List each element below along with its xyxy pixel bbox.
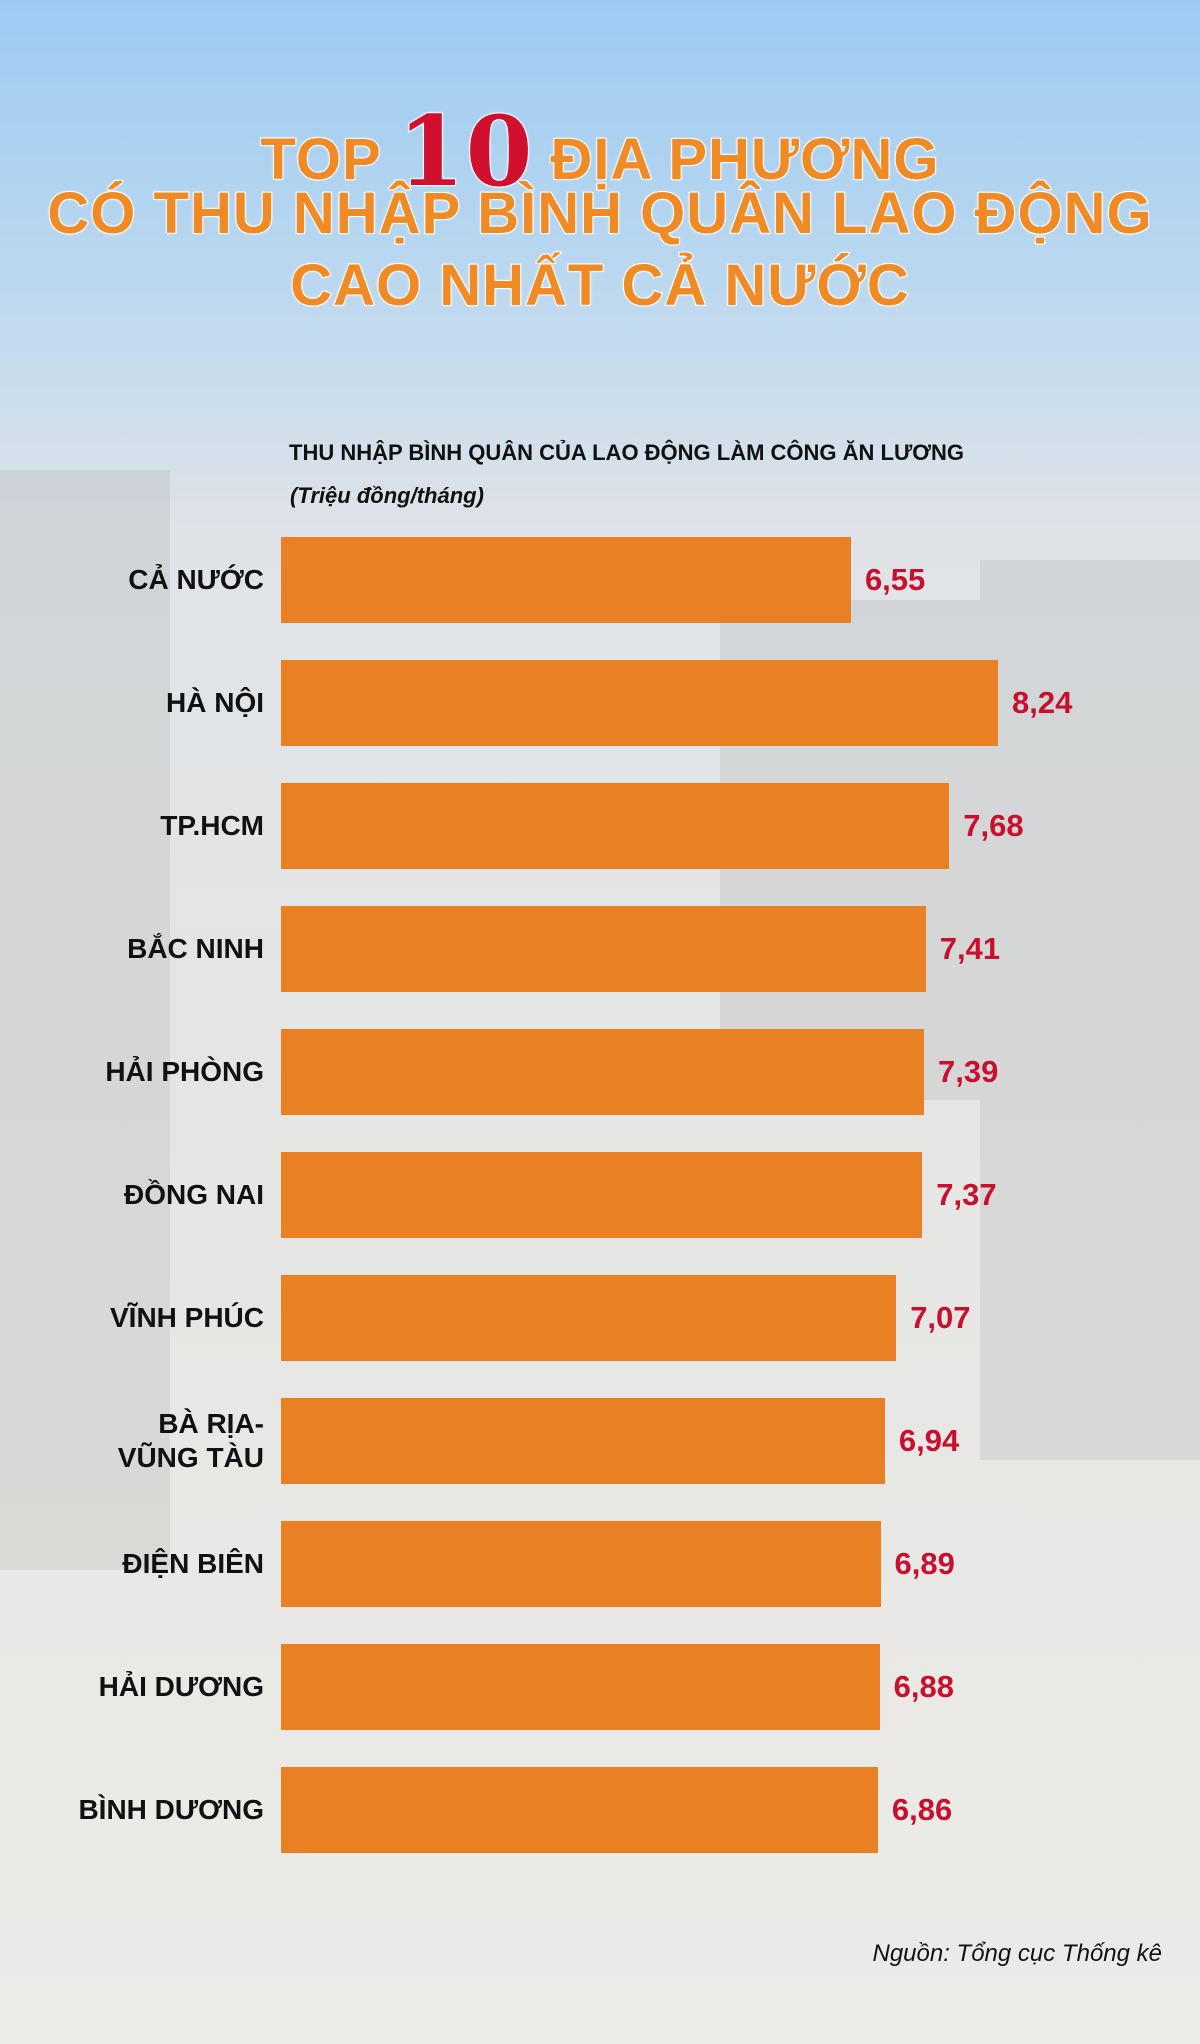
category-label: VĨNH PHÚC: [109, 1302, 264, 1333]
category-label: BẮC NINH: [127, 933, 264, 964]
bar: [281, 906, 926, 992]
value-label: 6,88: [893, 1669, 954, 1704]
bar: [281, 537, 851, 623]
category-label: ĐỒNG NAI: [124, 1179, 264, 1210]
bar: [281, 660, 998, 746]
bar: [281, 1644, 880, 1730]
category-label: BÀ RỊA- VŨNG TÀU: [117, 1408, 264, 1473]
value-label: 7,39: [938, 1054, 999, 1089]
category-label: CẢ NƯỚC: [128, 564, 264, 595]
title-line: CAO NHẤT CẢ NƯỚC: [289, 252, 910, 319]
bar: [281, 1029, 925, 1115]
bar: [281, 1152, 923, 1238]
category-label: ĐIỆN BIÊN: [122, 1548, 264, 1579]
value-label: 7,07: [910, 1300, 971, 1335]
value-label: 7,41: [939, 931, 1001, 966]
bar: [281, 1521, 881, 1607]
category-label: HẢI PHÒNG: [105, 1056, 264, 1087]
background-shape: [980, 560, 1200, 1460]
value-label: 6,86: [891, 1792, 953, 1827]
category-label: BÌNH DƯƠNG: [78, 1794, 264, 1825]
category-label: TP.HCM: [160, 810, 264, 841]
unit: (Triệu đồng/tháng): [290, 483, 484, 508]
bar: [281, 783, 950, 869]
title-line: CÓ THU NHẬP BÌNH QUÂN LAO ĐỘNG: [46, 180, 1153, 247]
category-label: HÀ NỘI: [166, 687, 264, 718]
title-number: 10: [397, 94, 534, 209]
bar: [281, 1398, 885, 1484]
category-label: HẢI DƯƠNG: [98, 1671, 264, 1702]
value-label: 8,24: [1012, 685, 1073, 720]
background-shape: [0, 470, 170, 1570]
value-label: 6,94: [898, 1423, 960, 1458]
title-text: ĐỊA PHƯƠNG: [549, 126, 940, 193]
bar: [281, 1767, 878, 1853]
value-label: 6,55: [864, 562, 926, 597]
subtitle: THU NHẬP BÌNH QUÂN CỦA LAO ĐỘNG LÀM CÔNG…: [289, 440, 964, 465]
title-line: TOP 10 ĐỊA PHƯƠNG: [0, 94, 1200, 209]
title-text: TOP: [259, 126, 381, 193]
value-label: 7,68: [963, 808, 1024, 843]
source: Nguồn: Tổng cục Thống kê: [872, 1940, 1162, 1967]
bar: [281, 1275, 897, 1361]
value-label: 6,89: [894, 1546, 955, 1581]
value-label: 7,37: [936, 1177, 997, 1212]
